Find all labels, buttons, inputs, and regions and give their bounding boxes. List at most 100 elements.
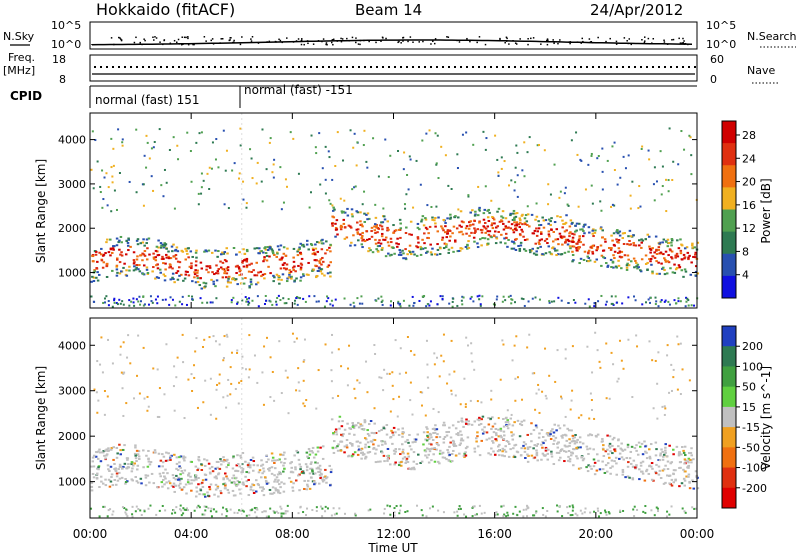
data-point (487, 416, 490, 419)
nave-point (658, 66, 660, 68)
data-point (369, 420, 373, 423)
data-point (270, 248, 274, 251)
data-point (219, 458, 222, 461)
data-point (208, 265, 212, 268)
data-point (477, 423, 481, 426)
data-point (199, 297, 202, 300)
data-point (261, 489, 264, 492)
data-point (490, 389, 493, 392)
data-point (318, 261, 322, 264)
data-point (535, 234, 539, 237)
data-point (267, 515, 270, 518)
data-point (218, 343, 221, 346)
data-point (163, 275, 167, 278)
data-point (96, 360, 99, 363)
data-point (497, 428, 500, 431)
data-point (644, 301, 647, 304)
data-point (271, 171, 274, 174)
data-point (442, 218, 445, 221)
data-point (340, 440, 344, 443)
data-point (465, 232, 468, 235)
data-point (651, 467, 654, 470)
data-point (618, 234, 622, 237)
data-point (361, 453, 365, 456)
data-point (136, 481, 140, 484)
data-point (615, 301, 618, 304)
data-point (273, 253, 276, 256)
data-point (95, 473, 99, 476)
data-point (406, 452, 410, 455)
noise-search-point (183, 36, 186, 39)
data-point (286, 510, 289, 513)
nave-point (652, 66, 654, 68)
data-point (131, 513, 134, 516)
data-point (191, 295, 194, 298)
data-point (194, 350, 197, 353)
data-point (655, 463, 658, 466)
data-point (347, 367, 350, 370)
nave-point (280, 66, 282, 68)
data-point (487, 208, 490, 211)
data-point (500, 233, 503, 236)
data-point (310, 450, 314, 453)
data-point (628, 239, 631, 242)
data-point (650, 263, 653, 266)
data-point (601, 440, 604, 443)
data-point (588, 447, 592, 450)
data-point (181, 472, 185, 475)
data-point (333, 513, 336, 516)
data-point (327, 264, 331, 267)
data-point (641, 145, 644, 148)
data-point (620, 267, 623, 270)
data-point (137, 450, 141, 453)
data-point (446, 229, 450, 232)
data-point (170, 484, 174, 487)
data-point (388, 254, 392, 257)
data-point (145, 268, 149, 271)
data-point (559, 235, 563, 238)
data-point (584, 188, 587, 191)
data-point (497, 171, 500, 174)
data-point (466, 445, 469, 448)
data-point (550, 217, 553, 220)
data-point (535, 392, 538, 395)
data-point (644, 238, 647, 241)
data-point (463, 377, 466, 380)
noise-search-point (519, 38, 521, 40)
data-point (283, 461, 286, 464)
data-point (261, 273, 265, 276)
nave-point (592, 66, 594, 68)
data-point (224, 487, 227, 490)
data-point (165, 343, 168, 346)
data-point (482, 218, 486, 221)
data-point (485, 137, 488, 140)
data-point (610, 247, 613, 250)
data-point (398, 461, 402, 464)
data-point (176, 144, 179, 147)
data-point (655, 260, 658, 263)
data-point (112, 164, 115, 167)
data-point (551, 247, 554, 250)
data-point (478, 298, 481, 301)
data-point (99, 363, 102, 366)
data-point (654, 235, 658, 238)
data-point (156, 295, 159, 298)
data-point (487, 423, 491, 426)
data-point (562, 223, 565, 226)
data-point (483, 221, 487, 224)
data-point (207, 462, 211, 465)
data-point (610, 302, 613, 305)
data-point (331, 397, 334, 400)
data-point (663, 273, 667, 276)
data-point (473, 450, 477, 453)
data-point (386, 455, 389, 458)
data-point (463, 456, 466, 459)
data-point (515, 144, 518, 147)
data-point (139, 509, 142, 512)
data-point (338, 415, 342, 418)
data-point (582, 243, 585, 246)
data-point (93, 269, 96, 272)
data-point (623, 448, 627, 451)
data-point (645, 457, 649, 460)
data-point (193, 273, 197, 276)
